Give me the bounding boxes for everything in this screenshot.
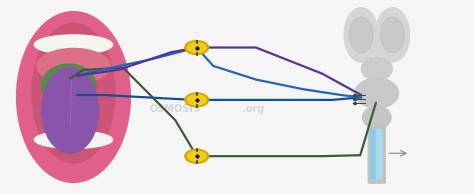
- Ellipse shape: [42, 68, 99, 153]
- Ellipse shape: [355, 78, 399, 108]
- Ellipse shape: [34, 131, 112, 148]
- Ellipse shape: [367, 37, 386, 56]
- Ellipse shape: [185, 41, 209, 55]
- Ellipse shape: [349, 17, 373, 53]
- Ellipse shape: [363, 106, 391, 128]
- Ellipse shape: [187, 95, 206, 105]
- Ellipse shape: [185, 149, 209, 163]
- Ellipse shape: [187, 151, 206, 161]
- Ellipse shape: [36, 48, 110, 83]
- Ellipse shape: [34, 35, 112, 54]
- Text: OSMOSIS: OSMOSIS: [150, 104, 201, 114]
- FancyBboxPatch shape: [368, 125, 385, 183]
- Ellipse shape: [381, 17, 404, 53]
- FancyBboxPatch shape: [371, 130, 376, 179]
- Ellipse shape: [41, 64, 96, 107]
- Ellipse shape: [375, 8, 410, 62]
- Ellipse shape: [362, 57, 392, 81]
- Ellipse shape: [32, 23, 115, 163]
- Ellipse shape: [185, 93, 209, 107]
- Ellipse shape: [187, 42, 206, 53]
- FancyBboxPatch shape: [376, 130, 382, 179]
- Text: .org: .org: [243, 104, 264, 114]
- Ellipse shape: [17, 12, 130, 182]
- Ellipse shape: [344, 8, 378, 62]
